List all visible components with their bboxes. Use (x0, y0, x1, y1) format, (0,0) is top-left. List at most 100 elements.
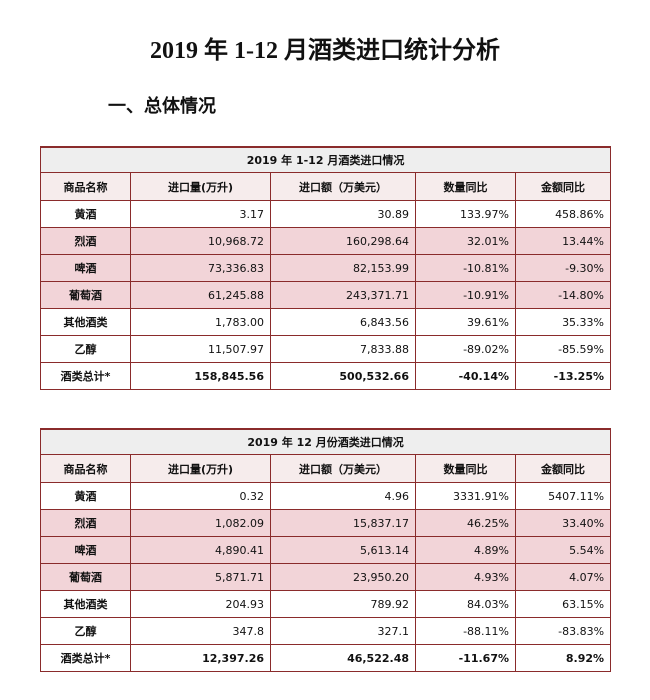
table-cell: -10.91% (415, 281, 516, 309)
table-row: 黄酒 0.32 4.96 3331.91% 5407.11% (40, 482, 612, 510)
table-cell: 327.1 (270, 617, 416, 645)
table-cell: -11.67% (415, 644, 516, 672)
table-row: 酒类总计* 12,397.26 46,522.48 -11.67% 8.92% (40, 644, 612, 672)
table-row: 酒类总计* 158,845.56 500,532.66 -40.14% -13.25% (40, 362, 612, 390)
table-cell: 葡萄酒 (40, 281, 131, 309)
table-cell: 7,833.88 (270, 335, 416, 363)
table-cell: 1,082.09 (130, 509, 271, 537)
table-cell: 黄酒 (40, 482, 131, 510)
table-cell: 6,843.56 (270, 308, 416, 336)
table-cell: 4.93% (415, 563, 516, 591)
table-cell: 160,298.64 (270, 227, 416, 255)
table-row: 烈酒 1,082.09 15,837.17 46.25% 33.40% (40, 509, 612, 537)
table-cell: 61,245.88 (130, 281, 271, 309)
table-cell: 烈酒 (40, 509, 131, 537)
table-cell: 3.17 (130, 200, 271, 228)
table-row: 啤酒 73,336.83 82,153.99 -10.81% -9.30% (40, 254, 612, 282)
header-row: 商品名称 进口量(万升) 进口额（万美元） 数量同比 金额同比 (40, 172, 612, 201)
table-cell: 5407.11% (514, 482, 612, 510)
table-cell: 4,890.41 (130, 536, 271, 564)
table-cell: 5.54% (514, 536, 612, 564)
table-cell: -89.02% (415, 335, 516, 363)
table-cell: -9.30% (514, 254, 612, 282)
table-cell: 烈酒 (40, 227, 131, 255)
data-table: 2019 年 1-12 月酒类进口情况 商品名称 进口量(万升) 进口额（万美元） 数量… (39, 146, 612, 390)
table-cell: 酒类总计* (40, 644, 131, 672)
table-cell: 46.25% (415, 509, 516, 537)
table-cell: 11,507.97 (130, 335, 271, 363)
table-cell: 500,532.66 (270, 362, 416, 390)
table-cell: 46,522.48 (270, 644, 416, 672)
table-cell: 5,871.71 (130, 563, 271, 591)
table-cell: 4.89% (415, 536, 516, 564)
table-row: 葡萄酒 5,871.71 23,950.20 4.93% 4.07% (40, 563, 612, 591)
table-cell: 13.44% (514, 227, 612, 255)
header-cell: 进口量(万升) (130, 454, 271, 483)
data-table: 2019 年 12 月份酒类进口情况 商品名称 进口量(万升) 进口额（万美元） 数量同… (39, 428, 612, 672)
table-title-row: 2019 年 1-12 月酒类进口情况 (39, 146, 612, 173)
table-row: 啤酒 4,890.41 5,613.14 4.89% 5.54% (40, 536, 612, 564)
table-cell: 乙醇 (40, 335, 131, 363)
header-cell: 金额同比 (514, 454, 612, 483)
table-cell: 63.15% (514, 590, 612, 618)
table-row: 葡萄酒 61,245.88 243,371.71 -10.91% -14.80% (40, 281, 612, 309)
header-cell: 进口额（万美元） (270, 454, 416, 483)
table-cell: 158,845.56 (130, 362, 271, 390)
table-cell: 73,336.83 (130, 254, 271, 282)
table-cell: 32.01% (415, 227, 516, 255)
table-cell: 15,837.17 (270, 509, 416, 537)
table-row: 乙醇 11,507.97 7,833.88 -89.02% -85.59% (40, 335, 612, 363)
table-cell: -10.81% (415, 254, 516, 282)
table-row: 乙醇 347.8 327.1 -88.11% -83.83% (40, 617, 612, 645)
table-cell: 啤酒 (40, 254, 131, 282)
table-cell: 8.92% (514, 644, 612, 672)
table-row: 其他酒类 204.93 789.92 84.03% 63.15% (40, 590, 612, 618)
table-cell: 204.93 (130, 590, 271, 618)
table-cell: 30.89 (270, 200, 416, 228)
table-cell: -83.83% (514, 617, 612, 645)
table-cell: -13.25% (514, 362, 612, 390)
table-cell: 458.86% (514, 200, 612, 228)
table-cell: 789.92 (270, 590, 416, 618)
table-cell: 1,783.00 (130, 308, 271, 336)
table-cell: 84.03% (415, 590, 516, 618)
table-cell: 133.97% (415, 200, 516, 228)
table-cell: 0.32 (130, 482, 271, 510)
doc-title: 2019 年 1-12 月酒类进口统计分析 (150, 38, 500, 64)
header-cell: 商品名称 (40, 172, 131, 201)
table-cell: 黄酒 (40, 200, 131, 228)
table-row: 烈酒 10,968.72 160,298.64 32.01% 13.44% (40, 227, 612, 255)
table-cell: 葡萄酒 (40, 563, 131, 591)
table-cell: -85.59% (514, 335, 612, 363)
table-cell: 243,371.71 (270, 281, 416, 309)
table-cell: 啤酒 (40, 536, 131, 564)
table-cell: -14.80% (514, 281, 612, 309)
header-cell: 进口量(万升) (130, 172, 271, 201)
table-cell: 347.8 (130, 617, 271, 645)
table-cell: -88.11% (415, 617, 516, 645)
table-cell: 35.33% (514, 308, 612, 336)
table-cell: 其他酒类 (40, 308, 131, 336)
header-cell: 进口额（万美元） (270, 172, 416, 201)
header-cell: 金额同比 (514, 172, 612, 201)
table-cell: 酒类总计* (40, 362, 131, 390)
header-cell: 商品名称 (40, 454, 131, 483)
table-cell: 4.07% (514, 563, 612, 591)
table-cell: 10,968.72 (130, 227, 271, 255)
table-cell: 12,397.26 (130, 644, 271, 672)
table-cell: 33.40% (514, 509, 612, 537)
header-cell: 数量同比 (415, 172, 516, 201)
section-heading: 一、总体情况 (108, 96, 216, 117)
table-cell: 其他酒类 (40, 590, 131, 618)
table-title: 2019 年 12 月份酒类进口情况 (39, 428, 612, 455)
header-row: 商品名称 进口量(万升) 进口额（万美元） 数量同比 金额同比 (40, 454, 612, 483)
table-cell: -40.14% (415, 362, 516, 390)
table-cell: 39.61% (415, 308, 516, 336)
table-cell: 乙醇 (40, 617, 131, 645)
table-cell: 23,950.20 (270, 563, 416, 591)
header-cell: 数量同比 (415, 454, 516, 483)
table-cell: 82,153.99 (270, 254, 416, 282)
table-title: 2019 年 1-12 月酒类进口情况 (39, 146, 612, 173)
table-row: 其他酒类 1,783.00 6,843.56 39.61% 35.33% (40, 308, 612, 336)
